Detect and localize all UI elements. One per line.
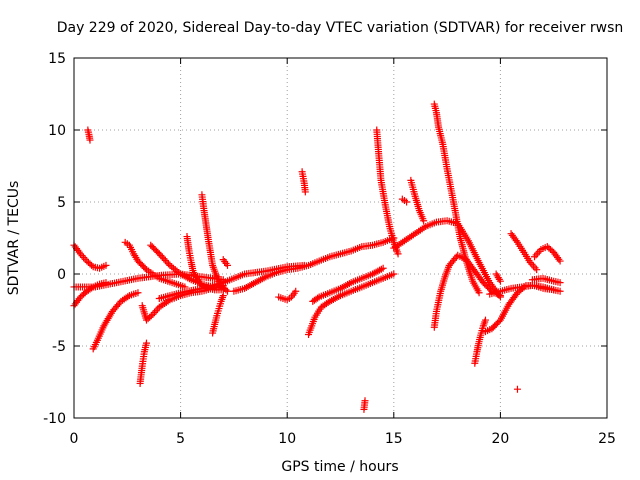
y-tick-label: 10 (48, 123, 66, 139)
data-point-t25 (475, 289, 483, 297)
data-point-t19 (379, 264, 387, 272)
x-axis-label: GPS time / hours (281, 459, 398, 475)
data-point-t4 (134, 289, 142, 297)
data-point-t17 (301, 188, 309, 196)
data-point-t9 (163, 258, 171, 266)
data-point-t1 (88, 261, 96, 269)
data-point-t21 (394, 250, 402, 258)
data-point-t23 (403, 198, 411, 206)
x-tick-label: 5 (176, 431, 185, 447)
data-points (70, 100, 564, 413)
data-point-t30 (533, 266, 541, 274)
data-point-t20 (361, 397, 369, 405)
data-point-t32 (556, 287, 564, 295)
data-point-t26 (486, 286, 494, 294)
data-point-t7 (142, 339, 150, 347)
y-tick-label: 15 (48, 51, 66, 67)
data-point-t9 (155, 250, 163, 258)
data-point-t11 (224, 287, 232, 295)
data-point-t9 (160, 255, 168, 263)
data-point-t11 (222, 286, 230, 294)
data-point-t9 (157, 251, 165, 259)
y-tick-labels: 15 10 5 0 -5 -10 (43, 51, 66, 427)
y-tick-label: 5 (57, 195, 66, 211)
data-point-t9 (158, 253, 166, 261)
data-point-t29 (496, 277, 504, 285)
chart-title: Day 229 of 2020, Sidereal Day-to-day VTE… (57, 20, 624, 36)
data-point-t27 (481, 316, 489, 324)
data-point-t8 (147, 312, 155, 320)
grid-lines (74, 58, 607, 418)
x-tick-label: 20 (491, 431, 509, 447)
data-point-t33 (555, 255, 563, 263)
data-point-t9 (161, 256, 169, 264)
data-point-t33 (556, 257, 564, 265)
x-tick-label: 25 (598, 431, 616, 447)
x-tick-labels: 0 5 10 15 20 25 (70, 431, 616, 447)
data-point-t5 (86, 136, 94, 144)
data-point-t18 (390, 270, 398, 278)
data-point-t24 (420, 217, 428, 225)
y-tick-label: 0 (57, 267, 66, 283)
data-point-t6 (141, 264, 149, 272)
data-point-t31 (513, 385, 521, 393)
y-tick-label: -10 (43, 411, 66, 427)
data-point-t34 (556, 279, 564, 287)
data-point-t4 (124, 293, 132, 301)
data-point-t1 (75, 248, 83, 256)
x-tick-label: 0 (70, 431, 79, 447)
data-point-t14 (224, 261, 232, 269)
data-point-t30 (512, 237, 520, 245)
x-tick-label: 10 (278, 431, 296, 447)
y-axis-label: SDTVAR / TECUs (6, 181, 22, 296)
data-point-t16 (292, 287, 300, 295)
data-point-t1 (102, 261, 110, 269)
plot-frame (73, 57, 608, 419)
data-point-t19 (314, 294, 322, 302)
data-point-t9 (154, 248, 162, 256)
data-point-t12 (219, 292, 227, 300)
x-tick-label: 15 (385, 431, 403, 447)
y-tick-label: -5 (52, 339, 66, 355)
data-point-t9 (164, 260, 172, 268)
